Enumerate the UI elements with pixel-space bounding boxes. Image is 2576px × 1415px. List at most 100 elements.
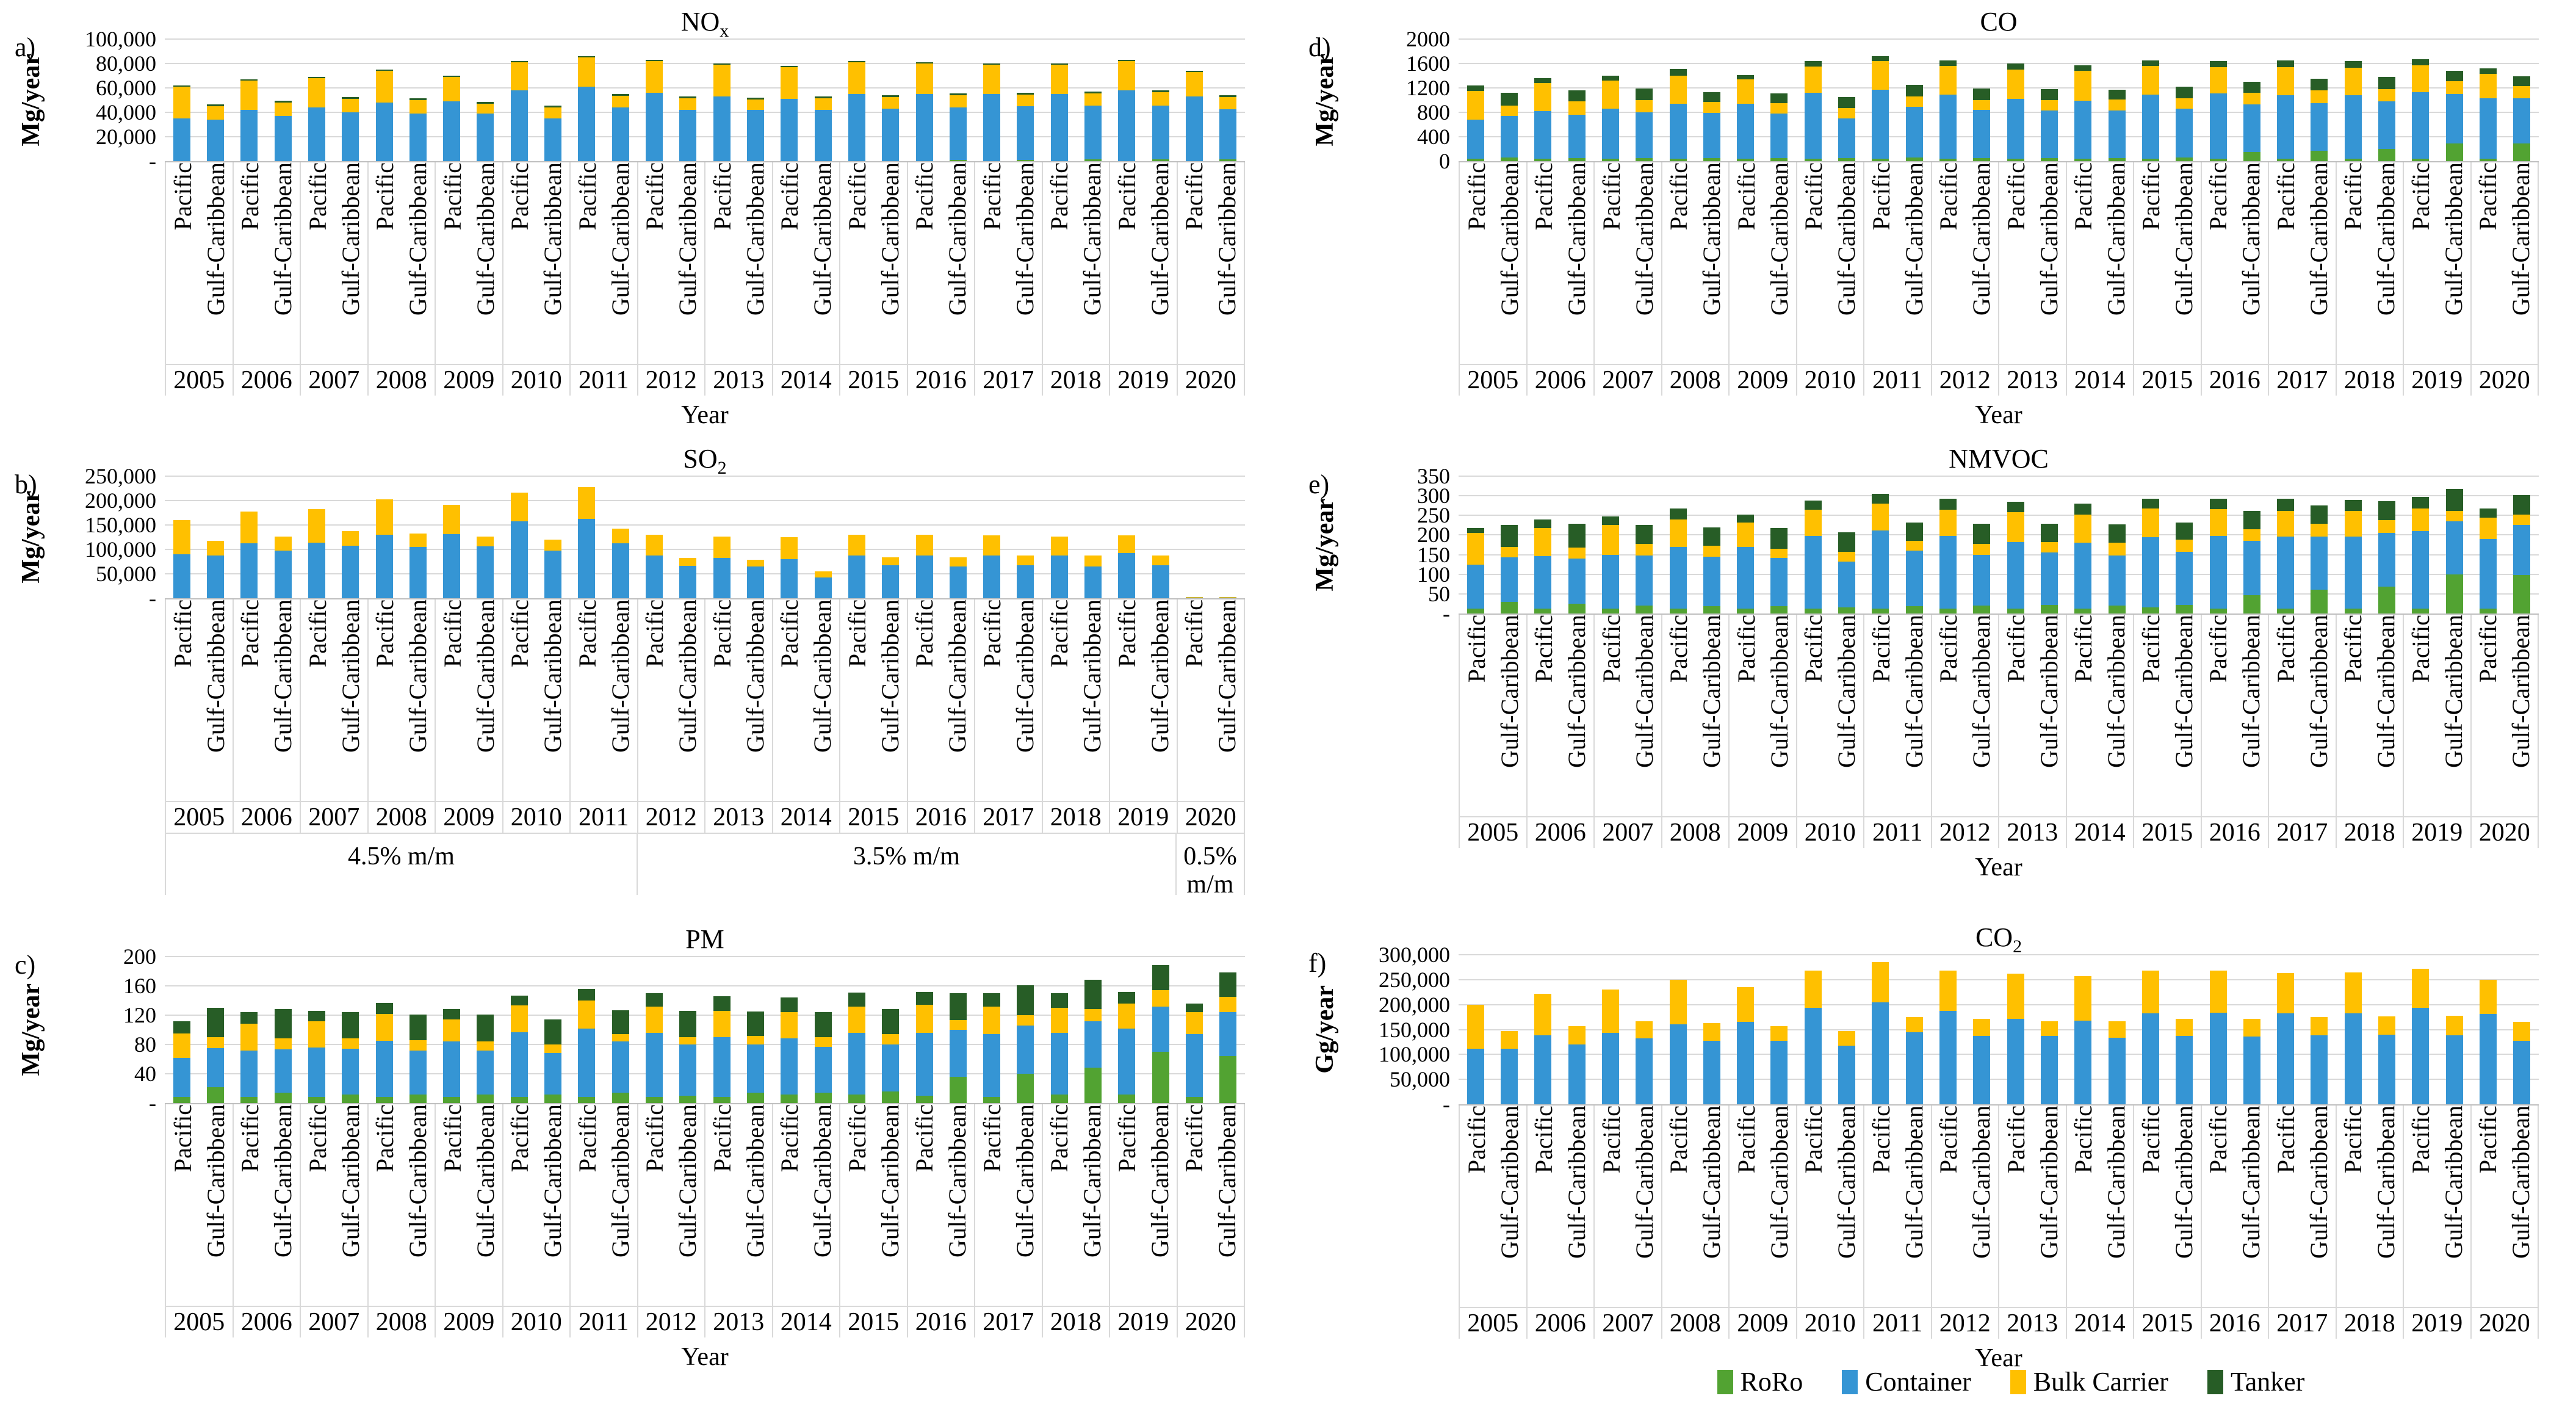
bar-segment-tanker [2445,71,2463,81]
bar-2007-pacific [1601,516,1619,613]
bar-segment-tanker [2243,82,2260,93]
bar-2012-pacific [646,993,663,1103]
bar-segment-bulk-carrier [1186,72,1203,96]
gridline [1459,515,2539,516]
bar-slot [1459,955,1492,1104]
bar-segment-container [1017,565,1034,598]
bar-segment-container [1118,90,1136,161]
region-label: Gulf-Caribbean [2237,1106,2265,1259]
bar-slot [671,39,705,161]
bar-segment-container [1804,93,1822,159]
region-label: Pacific [1113,599,1141,668]
region-label: Gulf-Caribbean [1495,1106,1523,1259]
bar-segment-container [1084,106,1102,159]
bar-segment-bulk-carrier [1703,1022,1720,1041]
bar-2016-gulf-caribbean [949,93,967,161]
bar-segment-container [274,1049,292,1093]
bar-2008-gulf-caribbean [409,98,427,161]
bar-segment-tanker [443,75,461,77]
bar-2010-gulf-caribbean [544,106,562,161]
bar-segment-container [1939,535,1957,609]
bar-2012-pacific [1939,60,1957,161]
bar-slot [1897,476,1931,613]
bar-segment-container [1703,556,1720,607]
bar-2017-gulf-caribbean [2311,1017,2328,1104]
region-label: Pacific [168,1104,197,1173]
year-label: 2010 [1797,816,1863,848]
bar-slot [1211,957,1245,1103]
bar-segment-tanker [1872,56,1889,61]
bar-segment-tanker [949,993,967,1021]
bar-slot [1526,39,1560,161]
bar-segment-container [882,109,900,161]
bar-segment-container [409,1050,427,1095]
bar-segment-bulk-carrier [2040,542,2058,553]
bar-2014-gulf-caribbean [814,96,832,161]
bar-slot [1560,39,1593,161]
bar-segment-tanker [781,997,798,1013]
region-label: Pacific [1800,615,1828,683]
bar-segment-bulk-carrier [206,106,224,120]
region-label: Gulf-Caribbean [2035,162,2063,316]
bar-slot [2437,955,2471,1104]
bar-segment-container [375,1041,393,1098]
year-label: 2019 [1110,801,1177,833]
bar-segment-bulk-carrier [342,530,359,546]
bar-segment-roro [2344,609,2362,613]
bar-segment-bulk-carrier [274,537,292,551]
bar-slot [874,476,907,598]
bar-2017-pacific [2277,60,2295,161]
year-group: Pacific Gulf-Caribbean 2012 [1930,615,1998,848]
bar-segment-bulk-carrier [375,1013,393,1041]
bar-segment-bulk-carrier [746,1035,764,1045]
year-group: Pacific Gulf-Caribbean 2010 [502,162,569,396]
region-label: Pacific [1045,599,1073,668]
bar-segment-container [1152,1006,1169,1052]
gridline [1459,1054,2539,1055]
gridline [1459,979,2539,980]
bar-2005-pacific [173,520,190,598]
bar-slot [2168,39,2201,161]
legend-item-roro: RoRo [1717,1366,1803,1397]
bar-segment-tanker [2344,499,2362,511]
bar-segment-container [814,1046,832,1093]
year-label: 2006 [233,1306,300,1337]
bar-segment-bulk-carrier [477,104,494,114]
bar-2008-pacific [1669,69,1687,161]
plot-area-d [1459,38,2539,162]
region-label: Pacific [573,1104,601,1173]
panel-letter-c: c) [15,950,36,980]
bar-segment-bulk-carrier [544,540,562,551]
bar-2015-gulf-caribbean [882,95,900,161]
bar-segment-container [814,110,832,161]
bar-segment-bulk-carrier [646,1006,663,1033]
bar-slot [2269,476,2303,613]
bar-segment-tanker [882,1009,900,1035]
bar-slot [1830,955,1863,1104]
bar-segment-roro [882,1091,900,1103]
legend-item-container: Container [1842,1366,1971,1397]
bar-segment-bulk-carrier [2141,508,2159,537]
region-label: Gulf-Caribbean [1145,1104,1174,1258]
bar-2006-gulf-caribbean [274,1009,292,1103]
year-group: Pacific Gulf-Caribbean 2018 [2335,615,2403,848]
year-group: Pacific Gulf-Caribbean 2010 [1795,615,1863,848]
bar-segment-bulk-carrier [1872,504,1889,530]
bar-segment-tanker [679,1010,697,1037]
year-group: Pacific Gulf-Caribbean 2008 [367,162,435,396]
region-label: Pacific [776,162,804,231]
y-tick-label: 200 [1417,523,1450,548]
year-label: 2011 [1864,1307,1931,1339]
y-tick-label: 1200 [1406,76,1450,100]
region-label: Pacific [236,599,264,668]
bar-slot [1999,476,2032,613]
year-group: Pacific Gulf-Caribbean 2009 [1728,162,1796,396]
bar-segment-container [477,546,494,598]
region-label: Gulf-Caribbean [1213,1104,1241,1258]
bar-slot [233,957,266,1103]
bar-segment-tanker [240,1012,258,1024]
year-label: 2014 [773,364,839,396]
region-label: Pacific [1462,1106,1490,1174]
year-label: 2018 [2336,1307,2403,1339]
bar-segment-container [915,1032,933,1096]
